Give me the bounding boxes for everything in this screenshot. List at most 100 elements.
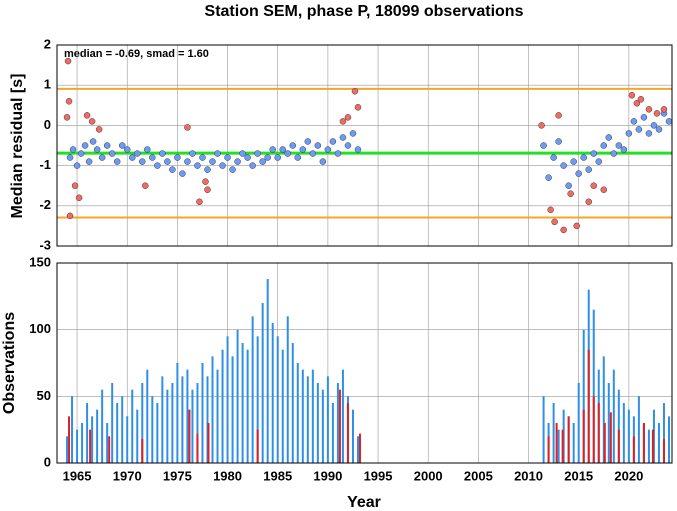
bar bbox=[201, 363, 204, 463]
bar bbox=[121, 396, 124, 463]
point bbox=[653, 110, 661, 117]
point bbox=[88, 118, 96, 125]
chart-title: Station SEM, phase P, 18099 observations bbox=[205, 3, 524, 20]
point bbox=[665, 118, 673, 125]
point bbox=[314, 142, 322, 149]
point bbox=[274, 154, 281, 161]
bar bbox=[236, 329, 239, 463]
point bbox=[284, 150, 292, 157]
point bbox=[354, 146, 362, 153]
bar bbox=[296, 363, 299, 463]
y-tick-label: 50 bbox=[37, 388, 51, 403]
panel: -3 -2 -1 0 1 2 bbox=[39, 36, 673, 252]
point bbox=[540, 142, 547, 149]
bar bbox=[662, 439, 665, 463]
point bbox=[73, 162, 81, 169]
point bbox=[95, 126, 103, 133]
point bbox=[154, 162, 161, 169]
x-tick-label: 2020 bbox=[614, 468, 643, 483]
point bbox=[229, 166, 236, 173]
bar bbox=[617, 429, 620, 463]
point bbox=[128, 154, 136, 161]
point bbox=[565, 182, 572, 189]
bar bbox=[266, 279, 269, 463]
point bbox=[81, 142, 89, 149]
point bbox=[628, 92, 636, 99]
point bbox=[637, 96, 645, 103]
y-tick-label: 0 bbox=[44, 454, 51, 469]
point bbox=[204, 186, 211, 193]
bar bbox=[71, 396, 74, 463]
plot-frame bbox=[56, 262, 673, 464]
bar bbox=[338, 389, 341, 463]
bar bbox=[89, 429, 92, 463]
point bbox=[633, 100, 641, 107]
point bbox=[600, 142, 608, 149]
bar bbox=[241, 343, 244, 463]
bar bbox=[108, 436, 111, 463]
bar bbox=[76, 429, 79, 463]
point bbox=[550, 154, 557, 161]
point bbox=[103, 142, 111, 149]
bar bbox=[126, 416, 129, 463]
bar bbox=[151, 396, 154, 463]
point bbox=[605, 134, 613, 141]
point bbox=[615, 142, 623, 149]
point bbox=[610, 150, 618, 157]
bar bbox=[351, 409, 354, 463]
bar bbox=[647, 429, 650, 463]
bar bbox=[196, 383, 199, 463]
point bbox=[650, 122, 658, 129]
point bbox=[69, 146, 77, 153]
bar bbox=[547, 436, 550, 463]
bar bbox=[331, 403, 334, 463]
point bbox=[304, 138, 312, 145]
point bbox=[234, 158, 241, 165]
y-tick-label: -3 bbox=[39, 237, 51, 252]
bar bbox=[171, 383, 174, 463]
point bbox=[344, 114, 352, 121]
point bbox=[620, 146, 628, 153]
bar bbox=[311, 369, 314, 463]
bar bbox=[256, 429, 259, 463]
bar bbox=[111, 383, 114, 463]
point bbox=[118, 142, 126, 149]
point bbox=[254, 150, 261, 157]
bar bbox=[358, 433, 361, 463]
bar bbox=[346, 403, 349, 463]
point bbox=[194, 162, 201, 169]
point bbox=[196, 198, 203, 206]
point bbox=[573, 222, 580, 230]
bar bbox=[316, 383, 319, 463]
point bbox=[339, 118, 347, 125]
point bbox=[85, 158, 93, 165]
point bbox=[319, 158, 327, 165]
bar bbox=[582, 409, 585, 463]
point bbox=[630, 118, 638, 125]
point bbox=[324, 146, 332, 153]
point bbox=[555, 138, 562, 145]
bar bbox=[221, 349, 224, 463]
bar bbox=[101, 389, 104, 463]
bar bbox=[651, 429, 654, 463]
point bbox=[244, 154, 251, 161]
point bbox=[164, 158, 171, 165]
bar bbox=[66, 436, 69, 463]
bar bbox=[146, 369, 149, 463]
point bbox=[149, 154, 156, 161]
point bbox=[279, 146, 286, 153]
point bbox=[264, 154, 271, 161]
point bbox=[249, 162, 256, 169]
point bbox=[239, 150, 246, 157]
bar bbox=[577, 383, 580, 463]
bar bbox=[341, 369, 344, 463]
point bbox=[299, 146, 307, 153]
bar bbox=[657, 423, 660, 463]
bar bbox=[231, 356, 234, 463]
point bbox=[349, 130, 357, 137]
point bbox=[580, 154, 587, 161]
bar bbox=[597, 403, 600, 463]
point bbox=[89, 138, 97, 145]
point bbox=[184, 158, 191, 165]
